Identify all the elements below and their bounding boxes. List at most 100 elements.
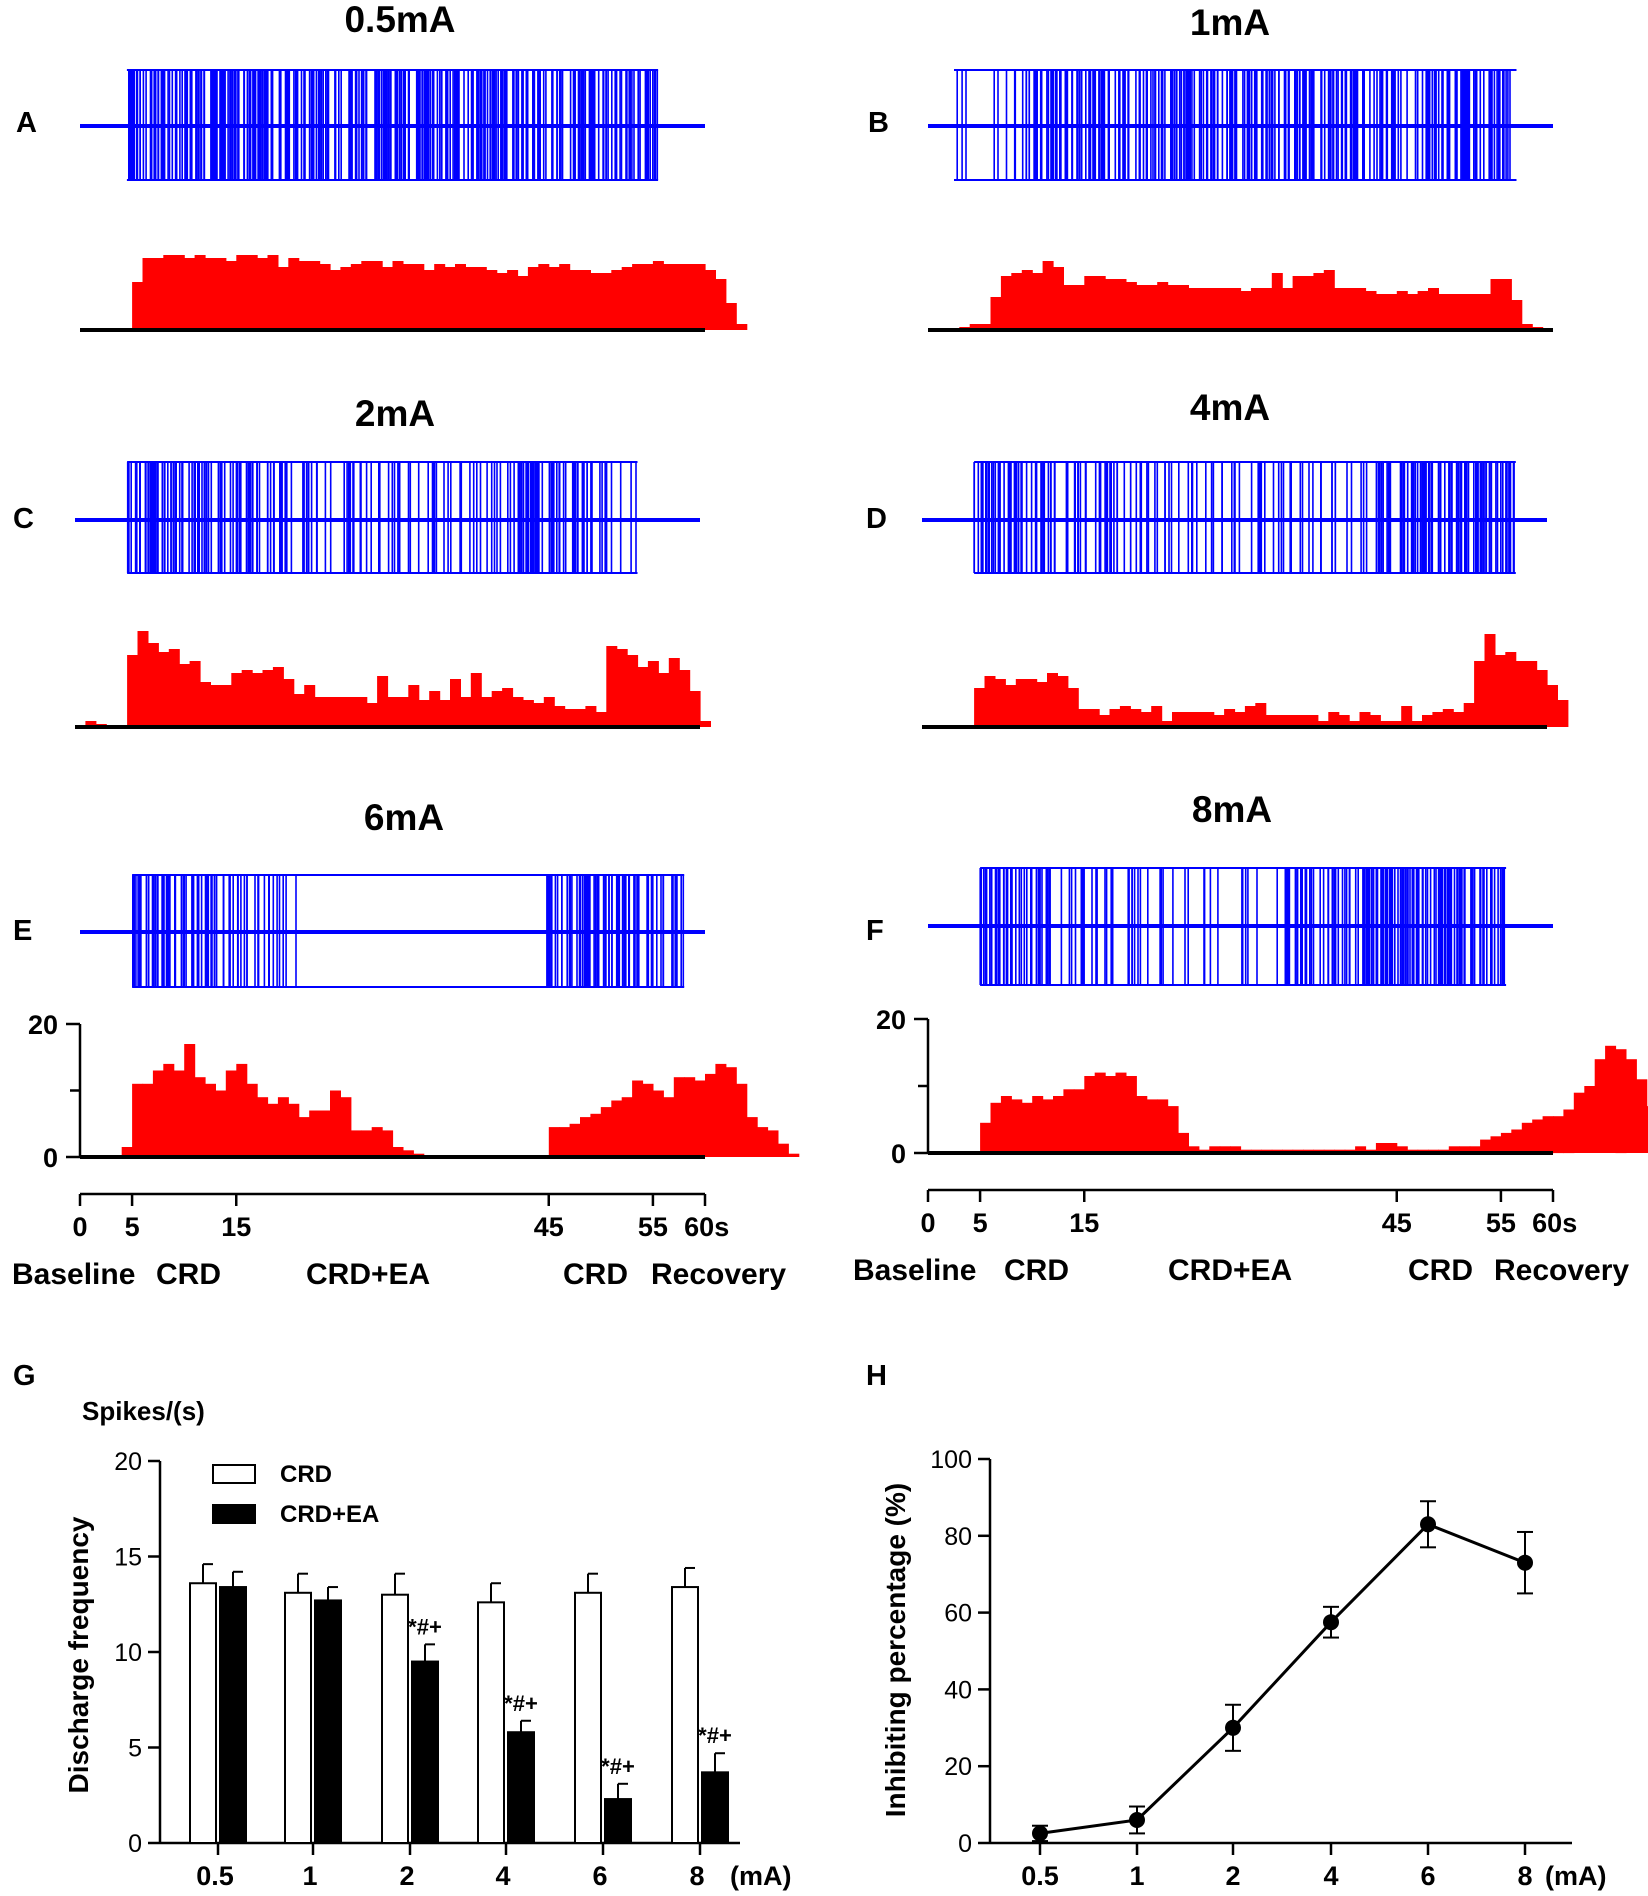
panel-d-histogram-bar — [1369, 715, 1381, 727]
panel-b-histogram-bar — [1250, 288, 1262, 330]
panel-e-histogram-bar — [309, 1110, 321, 1158]
panel-h-letter: H — [866, 1360, 887, 1392]
panel-g-bar — [219, 1586, 247, 1845]
panel-d-histogram-bar — [1151, 706, 1163, 727]
panel-c-histogram-bar — [158, 652, 170, 727]
panel-d-histogram-bar — [1317, 721, 1329, 727]
panel-g-y-tick-label: 5 — [128, 1735, 142, 1763]
panel-e-histogram — [80, 1044, 800, 1159]
panel-a-histogram-bar — [715, 279, 727, 330]
panel-c-histogram-bar — [533, 703, 545, 727]
panel-c-histogram-bar — [335, 697, 347, 727]
panel-e-histogram-bar — [777, 1143, 789, 1157]
panel-a-histogram-bar — [267, 255, 279, 330]
panel-g-legend-label-crd: CRD — [280, 1461, 332, 1488]
panel-a-histogram-bar — [694, 264, 706, 330]
panel-a-histogram-bar — [736, 324, 748, 330]
panel-c-histogram-bar — [345, 697, 357, 727]
panel-d-histogram-bar — [1130, 709, 1142, 727]
panel-h-x-tick-label: 6 — [1420, 1861, 1435, 1891]
panel-b-histogram-bar — [1375, 294, 1387, 330]
panel-f-histogram-bar — [1167, 1106, 1179, 1153]
panel-g-bar — [507, 1731, 535, 1844]
panel-c-histogram-bar — [293, 694, 305, 727]
panel-d-histogram-bar — [1109, 709, 1121, 727]
panel-c-histogram-bar — [481, 697, 493, 727]
panel-b-histogram-bar — [1136, 285, 1148, 330]
panel-f-histogram-bar — [1573, 1092, 1585, 1153]
panel-b-histogram-bar — [1063, 285, 1075, 330]
panel-d-histogram-bar — [1255, 703, 1267, 727]
panel-b-histogram-bar — [990, 297, 1002, 330]
panel-f-histogram-bar — [1032, 1096, 1044, 1153]
panel-b-histogram-bar — [1073, 285, 1085, 330]
panel-e-histogram-bar — [642, 1083, 654, 1157]
panel-f-phase-label: Recovery — [1494, 1254, 1629, 1287]
panel-d-histogram-bar — [1172, 712, 1183, 727]
panel-b: 1mA B — [868, 2, 1553, 332]
panel-b-histogram-bar — [1209, 288, 1221, 330]
panel-d-histogram-bar — [1515, 661, 1527, 727]
panel-b-histogram-bar — [1292, 276, 1304, 330]
panel-a-histogram-bar — [277, 267, 289, 330]
panel-a-histogram-bar — [288, 258, 300, 330]
panel-f-phase-label: Baseline — [853, 1254, 976, 1287]
panel-d-histogram-bar — [1380, 721, 1392, 727]
panel-a-histogram-bar — [215, 258, 227, 330]
panel-f-x-tick-label: 60s — [1532, 1208, 1577, 1238]
panel-a-histogram-bar — [152, 258, 164, 330]
panel-e-histogram-bar — [392, 1147, 404, 1157]
panel-f-histogram-bar — [990, 1102, 1002, 1154]
panel-d-histogram-bar — [1213, 715, 1225, 727]
panel-e-spike-raster — [80, 874, 705, 988]
panel-e-histogram-bar — [246, 1083, 258, 1157]
panel-c-histogram-bar — [585, 706, 597, 727]
panel-g-y-label: Discharge frequency — [63, 1516, 94, 1793]
panel-f-histogram-bar — [1000, 1096, 1012, 1153]
panel-e-histogram-bar — [580, 1117, 591, 1157]
panel-e-histogram-bar — [173, 1070, 185, 1157]
panel-b-spike-raster — [928, 69, 1553, 181]
panel-a-title: 0.5mA — [344, 0, 455, 40]
panel-h-data-point — [1032, 1825, 1048, 1842]
panel-h-y-tick-label: 100 — [930, 1446, 972, 1474]
panel-e-x-tick-label: 55 — [638, 1212, 668, 1242]
panel-d-histogram-bar — [1328, 712, 1340, 727]
panel-d-histogram-bar — [1119, 706, 1131, 727]
panel-b-histogram-bar — [1282, 288, 1294, 330]
panel-e-x-tick-label: 60s — [684, 1212, 729, 1242]
panel-f-histogram-bar — [1490, 1136, 1502, 1154]
panel-a-histogram-bar — [382, 267, 394, 330]
panel-e-histogram-bar — [559, 1127, 571, 1157]
panel-e-x-tick-label: 0 — [72, 1212, 87, 1242]
panel-f-histogram-bar — [1625, 1059, 1637, 1153]
panel-b-histogram-bar — [1323, 270, 1335, 330]
panel-e-histogram-bar — [361, 1130, 373, 1157]
panel-d-histogram-bar — [1349, 721, 1361, 727]
panel-g-bar — [574, 1591, 602, 1845]
panel-h-y-tick-label: 80 — [944, 1523, 972, 1551]
panel-b-histogram-bar — [1521, 324, 1533, 330]
panel-e-title: 6mA — [364, 797, 444, 838]
panel-a-histogram-bar — [319, 264, 331, 330]
panel-a-histogram-bar — [392, 261, 404, 330]
panel-d-histogram-bar — [1453, 712, 1465, 727]
panel-b-histogram-bar — [1021, 270, 1033, 330]
panel-h-y-tick-label: 40 — [944, 1676, 972, 1704]
panel-c-letter: C — [13, 503, 34, 535]
panel-a-histogram-bar — [517, 276, 529, 330]
panel-f-histogram-bar — [1053, 1096, 1064, 1153]
panel-a-histogram-bar — [642, 264, 654, 330]
panel-b-histogram-bar — [1115, 279, 1127, 330]
panel-b-histogram-bar — [1157, 282, 1169, 330]
panel-e-histogram-bar — [236, 1063, 248, 1157]
panel-d-histogram-bar — [1234, 712, 1246, 727]
panel-a-histogram-bar — [621, 267, 633, 330]
panel-f-letter: F — [866, 915, 884, 947]
panel-f-histogram-bar — [1459, 1146, 1471, 1153]
panel-e-histogram-bar — [163, 1063, 175, 1157]
panel-f-histogram-bar — [1646, 1106, 1648, 1153]
panel-b-histogram-bar — [1396, 291, 1408, 330]
panel-f-histogram-bar — [1125, 1076, 1137, 1153]
panel-h-data-point — [1517, 1554, 1533, 1571]
